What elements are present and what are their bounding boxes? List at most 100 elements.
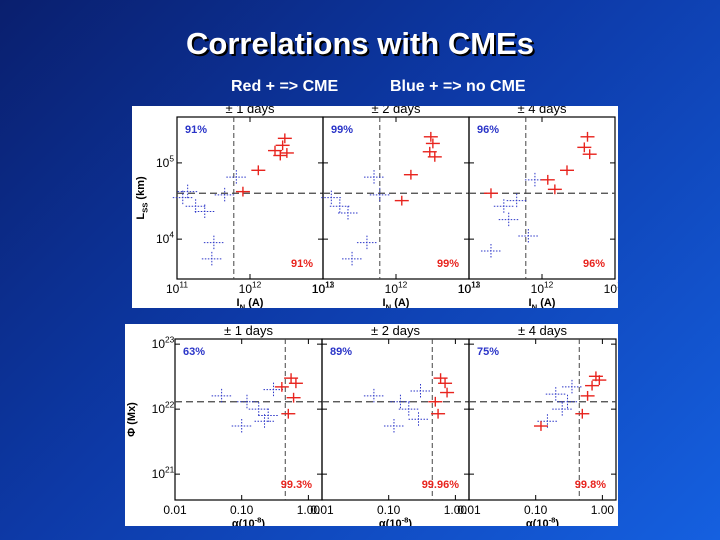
- top-figure: ± 1 days 1011 1012 1013 104 105 IN (A) 91% 91% ± …: [132, 106, 618, 308]
- x-tick-label: 1013: [604, 280, 618, 296]
- x-tick-label: 1.00: [591, 503, 615, 517]
- annotation-lower-right: 96%: [583, 258, 605, 270]
- no-cme-point: [211, 388, 232, 403]
- x-tick-label: 1013: [312, 280, 335, 296]
- cme-point: [281, 408, 296, 419]
- cme-point: [440, 387, 455, 398]
- cme-point: [547, 184, 562, 195]
- y-axis-label: LSS (km): [135, 176, 149, 220]
- no-cme-point: [561, 379, 582, 394]
- panel-frame: [322, 116, 470, 280]
- no-cme-point: [185, 199, 206, 214]
- y-tick-label: 1022: [152, 400, 175, 416]
- panel-header: ± 1 days: [225, 106, 275, 116]
- panel-frame: [321, 338, 470, 501]
- no-cme-point: [383, 419, 404, 434]
- no-cme-point: [506, 193, 527, 208]
- x-tick-label: 1012: [385, 280, 408, 296]
- cme-point: [423, 131, 438, 142]
- panel-frame: [176, 116, 324, 280]
- no-cme-point: [248, 402, 269, 417]
- cme-point: [425, 138, 440, 149]
- no-cme-point: [410, 384, 431, 399]
- panel-frame: [468, 338, 617, 501]
- cme-point: [580, 131, 595, 142]
- cme-point: [431, 408, 446, 419]
- no-cme-point: [545, 387, 566, 402]
- no-cme-point: [226, 170, 247, 185]
- no-cme-point: [201, 251, 222, 266]
- cme-point: [582, 149, 597, 160]
- x-tick-label: 1.00: [444, 503, 468, 517]
- no-cme-point: [369, 187, 390, 202]
- cme-point: [274, 381, 289, 392]
- top-panel-3: ± 4 days 1011 1012 1013 IN (A) 96% 96%: [458, 106, 618, 308]
- annotation-upper-left: 75%: [477, 346, 499, 358]
- cme-point: [559, 165, 574, 176]
- top-panel-1: ± 1 days 1011 1012 1013 104 105 IN (A) 91% 91%: [156, 106, 335, 308]
- y-axis-label: Φ (Mx): [126, 402, 138, 437]
- cme-point: [585, 380, 600, 391]
- no-cme-point: [524, 172, 545, 187]
- cme-point: [235, 186, 250, 197]
- bottom-figure-plot: ± 1 days 0.01 0.10 1.00 1021 1022 1023 α(10-8) 6…: [126, 324, 617, 526]
- no-cme-point: [408, 412, 429, 427]
- x-tick-label: 1012: [531, 280, 554, 296]
- x-tick-label: 1012: [239, 280, 262, 296]
- legend-blue-note: Blue + => no CME: [390, 78, 526, 95]
- no-cme-point: [177, 184, 198, 199]
- annotation-upper-left: 96%: [477, 124, 499, 136]
- x-axis-label: IN (A): [237, 297, 264, 308]
- x-axis-label: α(10-8): [526, 516, 560, 526]
- annotation-lower-right: 91%: [291, 258, 313, 270]
- x-axis-label: IN (A): [383, 297, 410, 308]
- x-tick-label: 0.01: [163, 503, 187, 517]
- annotation-upper-left: 63%: [183, 346, 205, 358]
- no-cme-point: [398, 402, 419, 417]
- no-cme-point: [493, 199, 514, 214]
- annotation-lower-right: 99.96%: [422, 479, 460, 491]
- no-cme-point: [203, 235, 224, 250]
- x-axis-label: IN (A): [529, 297, 556, 308]
- no-cme-point: [172, 190, 193, 205]
- annotation-lower-right: 99%: [437, 258, 459, 270]
- annotation-upper-left: 99%: [331, 124, 353, 136]
- cme-point: [286, 392, 301, 403]
- no-cme-point: [214, 187, 235, 202]
- cme-point: [592, 375, 607, 385]
- cme-point: [533, 421, 548, 431]
- no-cme-point: [254, 414, 275, 429]
- cme-point: [403, 169, 418, 180]
- no-cme-point: [518, 228, 539, 243]
- no-cme-point: [480, 243, 501, 258]
- no-cme-point: [321, 190, 342, 205]
- no-cme-point: [552, 402, 573, 417]
- slide-title: Correlations with CMEs: [186, 26, 534, 61]
- cme-point: [575, 408, 590, 419]
- cme-point: [394, 195, 409, 206]
- cme-point: [284, 373, 299, 384]
- cme-point: [279, 148, 294, 158]
- cme-point: [275, 140, 290, 151]
- x-axis-label: α(10-8): [232, 516, 266, 526]
- cme-point: [251, 165, 266, 176]
- x-tick-label: 1011: [166, 280, 188, 296]
- no-cme-point: [557, 394, 578, 409]
- cme-point: [422, 146, 437, 157]
- panel-header: ± 4 days: [517, 106, 567, 116]
- panel-header: ± 4 days: [518, 324, 568, 338]
- no-cme-point: [498, 212, 519, 227]
- cme-point: [267, 145, 282, 156]
- no-cme-point: [363, 388, 384, 403]
- no-cme-point: [364, 170, 385, 185]
- x-tick-label: 0.01: [310, 503, 334, 517]
- y-tick-label: 1021: [152, 465, 175, 481]
- no-cme-point: [258, 408, 279, 423]
- x-tick-label: 1013: [458, 280, 481, 296]
- bottom-panel-3: ± 4 days 0.01 0.10 1.00 α(10-8) 75% 99.8%: [457, 324, 617, 526]
- x-tick-label: 0.10: [377, 503, 401, 517]
- cme-point: [540, 174, 555, 185]
- no-cme-point: [356, 235, 377, 250]
- x-tick-label: 0.10: [230, 503, 254, 517]
- x-axis-label: α(10-8): [379, 516, 413, 526]
